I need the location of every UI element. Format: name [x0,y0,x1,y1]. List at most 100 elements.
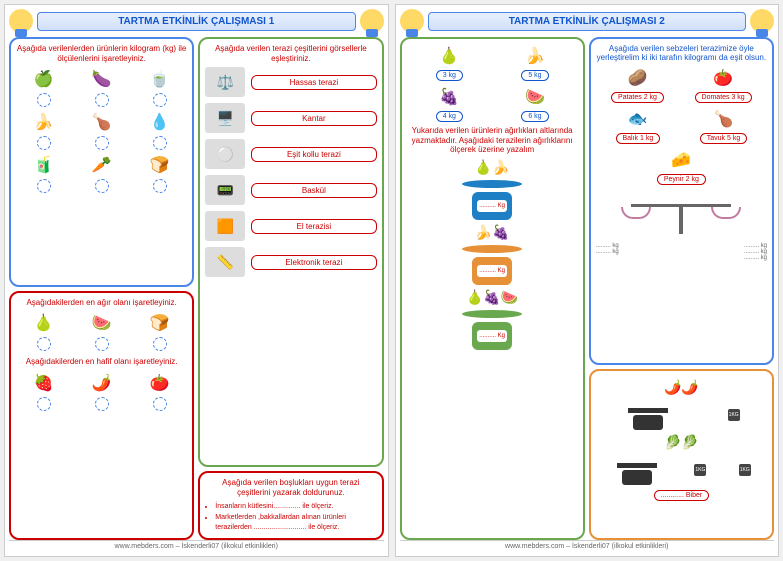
kid-icon [400,9,424,33]
scale-icon: ⚪ [205,139,245,169]
checkbox-icon[interactable] [37,179,51,193]
veg-label: Domates 3 kg [695,92,752,103]
food-icon: 🍗 [88,110,116,134]
scale-fruits: 🍐🍇🍉 [407,289,578,306]
veg-icon: 🥔 [623,66,651,90]
instr-d: Aşağıda verilen boşlukları uygun terazi … [205,478,376,497]
weight-label: 4 kg [436,111,463,122]
kid-icon [360,9,384,33]
food-icon: 🍌 [30,110,58,134]
veg-row: 🌶️🌶️ [596,379,767,396]
scale-label[interactable]: Eşit kollu terazi [251,147,376,162]
checkbox-icon[interactable] [153,397,167,411]
scale-label[interactable]: Baskül [251,183,376,198]
food-icon: 🍐 [30,311,58,335]
checkbox-icon[interactable] [153,179,167,193]
panel-f: Aşağıda verilen sebzeleri terazimize öyl… [589,37,774,365]
page-1: TARTMA ETKİNLİK ÇALIŞMASI 1 Aşağıda veri… [4,4,389,557]
instr-f: Aşağıda verilen sebzeleri terazimize öyl… [596,44,767,62]
checkbox-icon[interactable] [95,136,109,150]
veg-icon: 🍗 [710,107,738,131]
kid-icon [750,9,774,33]
weight-label: 6 kg [521,111,548,122]
scale-label[interactable]: El terazisi [251,219,376,234]
blank-answer[interactable]: ............ Biber [654,490,710,501]
food-icon: 🍓 [30,371,58,395]
scale-blue-icon: .......... Kg [457,180,527,220]
col-right: Aşağıda verilen terazi çeşitlerini görse… [198,37,383,540]
blank-2[interactable]: Marketlerden ,bakkallardan alınan ürünle… [215,513,376,533]
food-icon: 🌶️ [88,371,116,395]
content-2: 🍐3 kg 🍌5 kg 🍇4 kg 🍉6 kg Yukarıda verilen… [400,37,775,540]
veg-icon: 🍅 [709,66,737,90]
food-icon: 🍉 [88,311,116,335]
fruit-icon: 🍐 [435,44,463,68]
checkbox-icon[interactable] [37,136,51,150]
scale-icon: 🟧 [205,211,245,241]
weight-icon: 1KG [694,464,706,476]
grid-a: 🍏 🍆 🍵 🍌 🍗 💧 🧃 🥕 🍞 [16,67,187,193]
scale-label[interactable]: Hassas terazi [251,75,376,90]
balance-labels[interactable]: ......... kg......... kg ......... kg...… [596,243,767,261]
food-icon: 🥕 [88,153,116,177]
panel-c: Aşağıda verilen terazi çeşitlerini görse… [198,37,383,467]
scale-display[interactable]: .......... Kg [477,330,507,342]
scale-fruits: 🍐🍌 [407,159,578,176]
scale-icon: 🖥️ [205,103,245,133]
scale-icon: 📟 [205,175,245,205]
kid-icon [9,9,33,33]
food-icon: 🍆 [88,67,116,91]
header-1: TARTMA ETKİNLİK ÇALIŞMASI 1 [9,9,384,33]
instr-c: Aşağıda verilen terazi çeşitlerini görse… [205,44,376,63]
mini-balance: 1KG 1KG [596,455,767,485]
panel-a: Aşağıda verilenlerden ürünlerin kilogram… [9,37,194,287]
food-icon: 🍅 [146,371,174,395]
content-1: Aşağıda verilenlerden ürünlerin kilogram… [9,37,384,540]
scale-display[interactable]: .......... Kg [477,200,507,212]
scale-label[interactable]: Kantar [251,111,376,126]
checkbox-icon[interactable] [95,337,109,351]
fruit-icon: 🍌 [521,44,549,68]
instr-light: Aşağıdakilerden en hafif olanı işaretley… [16,357,187,367]
fill-blanks: İnsanların kütlesini.............. ile ö… [205,502,376,533]
weight-icon: 1KG [739,464,751,476]
title-1: TARTMA ETKİNLİK ÇALIŞMASI 1 [37,12,356,31]
checkbox-icon[interactable] [153,136,167,150]
instr-a: Aşağıda verilenlerden ürünlerin kilogram… [16,44,187,63]
food-icon: 🍵 [146,67,174,91]
scale-icon: 📏 [205,247,245,277]
veg-label: Peynir 2 kg [657,174,706,185]
checkbox-icon[interactable] [95,179,109,193]
mini-balance: 1KG [596,400,767,430]
veg-icon: 🐟 [624,107,652,131]
blank-1[interactable]: İnsanların kütlesini.............. ile ö… [215,502,376,512]
weight-icon: 1KG [728,409,740,421]
checkbox-icon[interactable] [153,337,167,351]
balance-scale-icon [621,189,741,239]
footer: www.mebders.com – İskenderli07 (ilkokul … [400,540,775,552]
checkbox-icon[interactable] [37,397,51,411]
food-icon: 🍞 [146,153,174,177]
checkbox-icon[interactable] [153,93,167,107]
panel-d: Aşağıda verilen boşlukları uygun terazi … [198,471,383,540]
food-icon: 💧 [146,110,174,134]
fruit-icon: 🍉 [521,85,549,109]
checkbox-icon[interactable] [95,397,109,411]
food-icon: 🧃 [30,153,58,177]
instr-heavy: Aşağıdakilerden en ağır olanı işaretleyi… [16,298,187,308]
panel-b: Aşağıdakilerden en ağır olanı işaretleyi… [9,291,194,541]
scale-label[interactable]: Elektronik terazi [251,255,376,270]
scale-icon: ⚖️ [205,67,245,97]
checkbox-icon[interactable] [37,93,51,107]
panel-e: 🍐3 kg 🍌5 kg 🍇4 kg 🍉6 kg Yukarıda verilen… [400,37,585,540]
panel-g: 🌶️🌶️ 1KG 🥬🥬 1KG 1KG ............ Biber [589,369,774,540]
food-icon: 🍏 [30,67,58,91]
weight-label: 5 kg [521,70,548,81]
col-left-2: 🍐3 kg 🍌5 kg 🍇4 kg 🍉6 kg Yukarıda verilen… [400,37,585,540]
scale-display[interactable]: .......... Kg [477,265,507,277]
balance-icon [612,455,662,485]
header-2: TARTMA ETKİNLİK ÇALIŞMASI 2 [400,9,775,33]
col-right-2: Aşağıda verilen sebzeleri terazimize öyl… [589,37,774,540]
checkbox-icon[interactable] [95,93,109,107]
checkbox-icon[interactable] [37,337,51,351]
